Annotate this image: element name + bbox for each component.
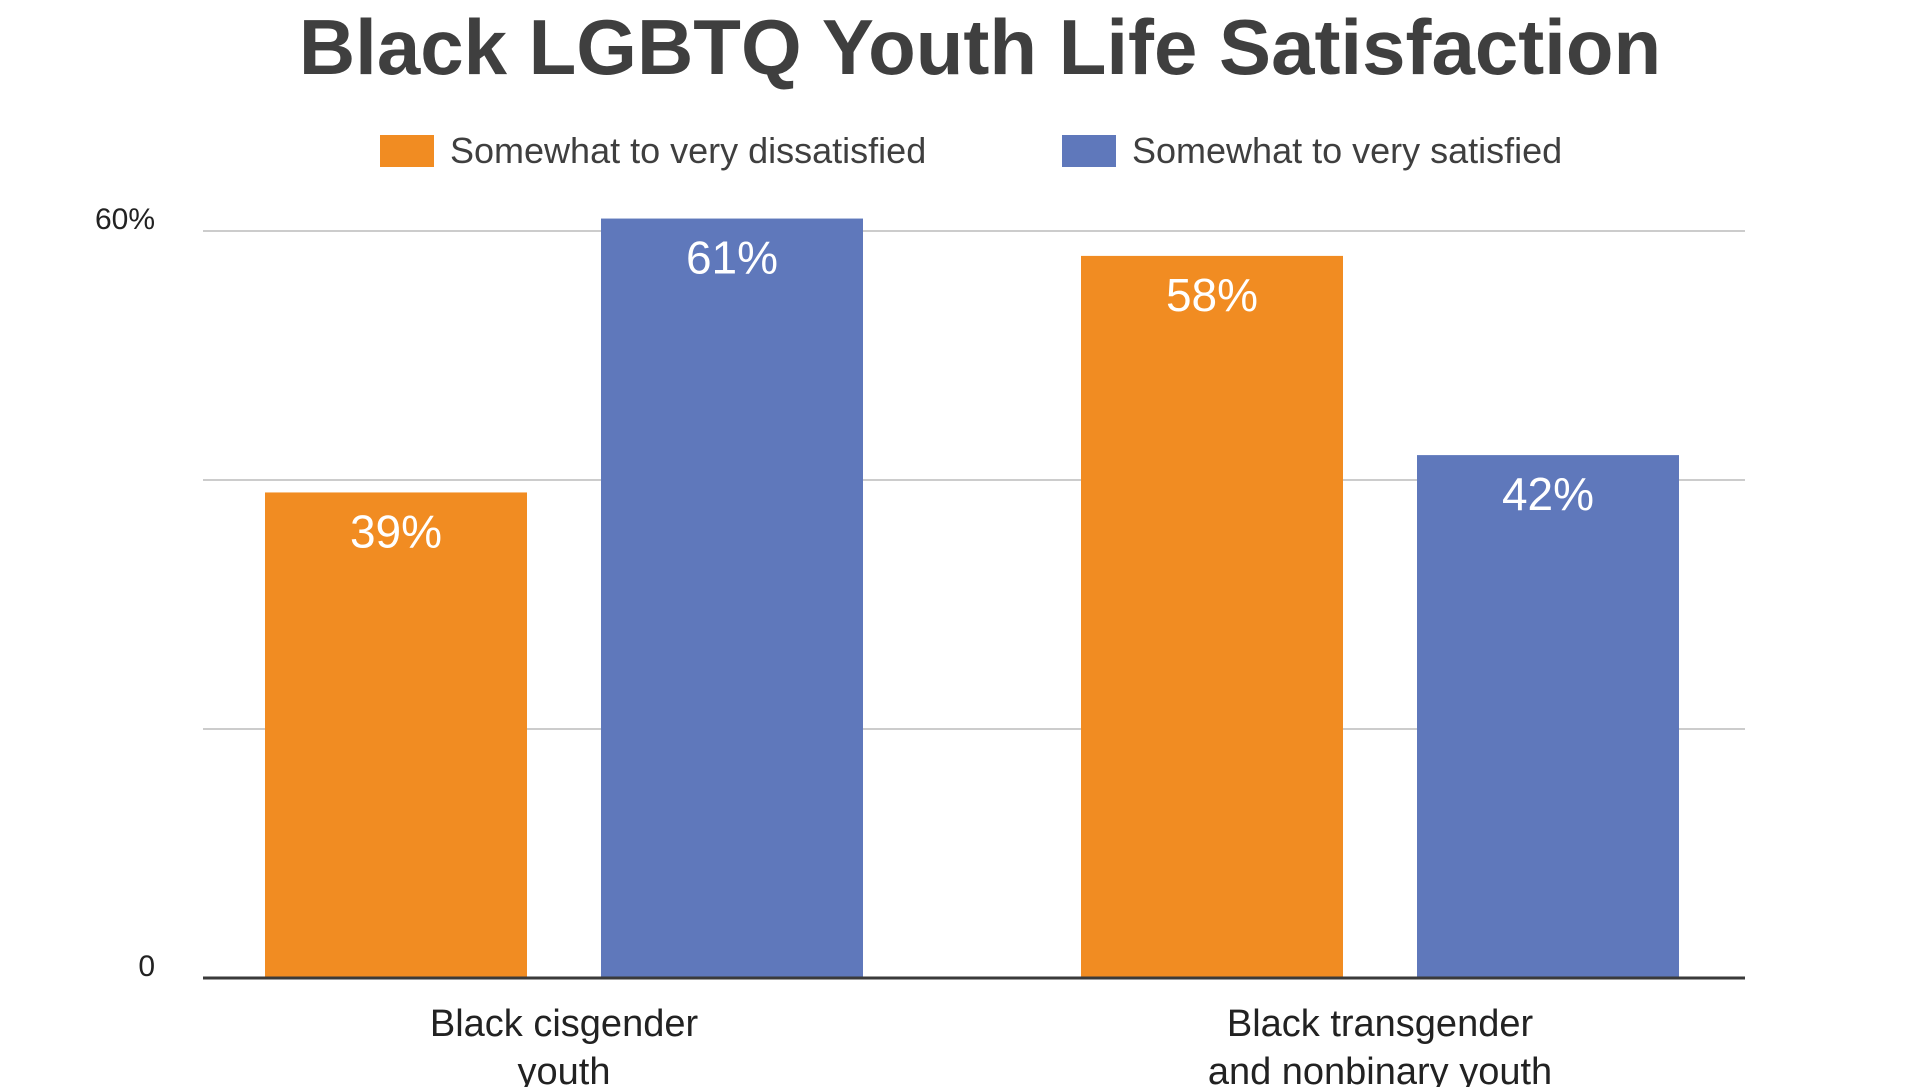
bar-series1-cat0 <box>601 218 863 979</box>
data-label-series1-cat1: 42% <box>1502 468 1594 520</box>
category-label-0-line-1: youth <box>518 1051 611 1087</box>
x-axis: Black cisgender youth Black transgender and… <box>203 976 1745 1087</box>
data-label-series0-cat0: 39% <box>350 505 442 557</box>
legend-label-0: Somewhat to very dissatisfied <box>450 130 926 171</box>
y-tick-label-1: 60% <box>95 203 155 236</box>
legend-swatch-1 <box>1062 135 1116 167</box>
data-label-series1-cat0: 61% <box>686 232 778 284</box>
category-label-1-line-0: Black transgender <box>1227 1003 1534 1045</box>
y-tick-label-0: 0 <box>138 950 155 983</box>
data-label-series0-cat1: 58% <box>1166 269 1258 321</box>
legend: Somewhat to very dissatisfied Somewhat to… <box>380 130 1562 171</box>
legend-swatch-0 <box>380 135 434 167</box>
category-label-0-line-0: Black cisgender <box>430 1003 699 1045</box>
bars <box>265 218 1679 979</box>
legend-label-1: Somewhat to very satisfied <box>1132 130 1562 171</box>
bar-series0-cat0 <box>265 492 527 978</box>
data-labels: 39% 58% 61% 42% <box>350 232 1594 558</box>
y-axis: 0 60% <box>95 203 155 983</box>
chart-title: Black LGBTQ Youth Life Satisfaction <box>299 3 1661 91</box>
bar-series0-cat1 <box>1081 255 1343 978</box>
category-label-1-line-1: and nonbinary youth <box>1208 1051 1552 1087</box>
bar-series1-cat1 <box>1417 455 1679 979</box>
